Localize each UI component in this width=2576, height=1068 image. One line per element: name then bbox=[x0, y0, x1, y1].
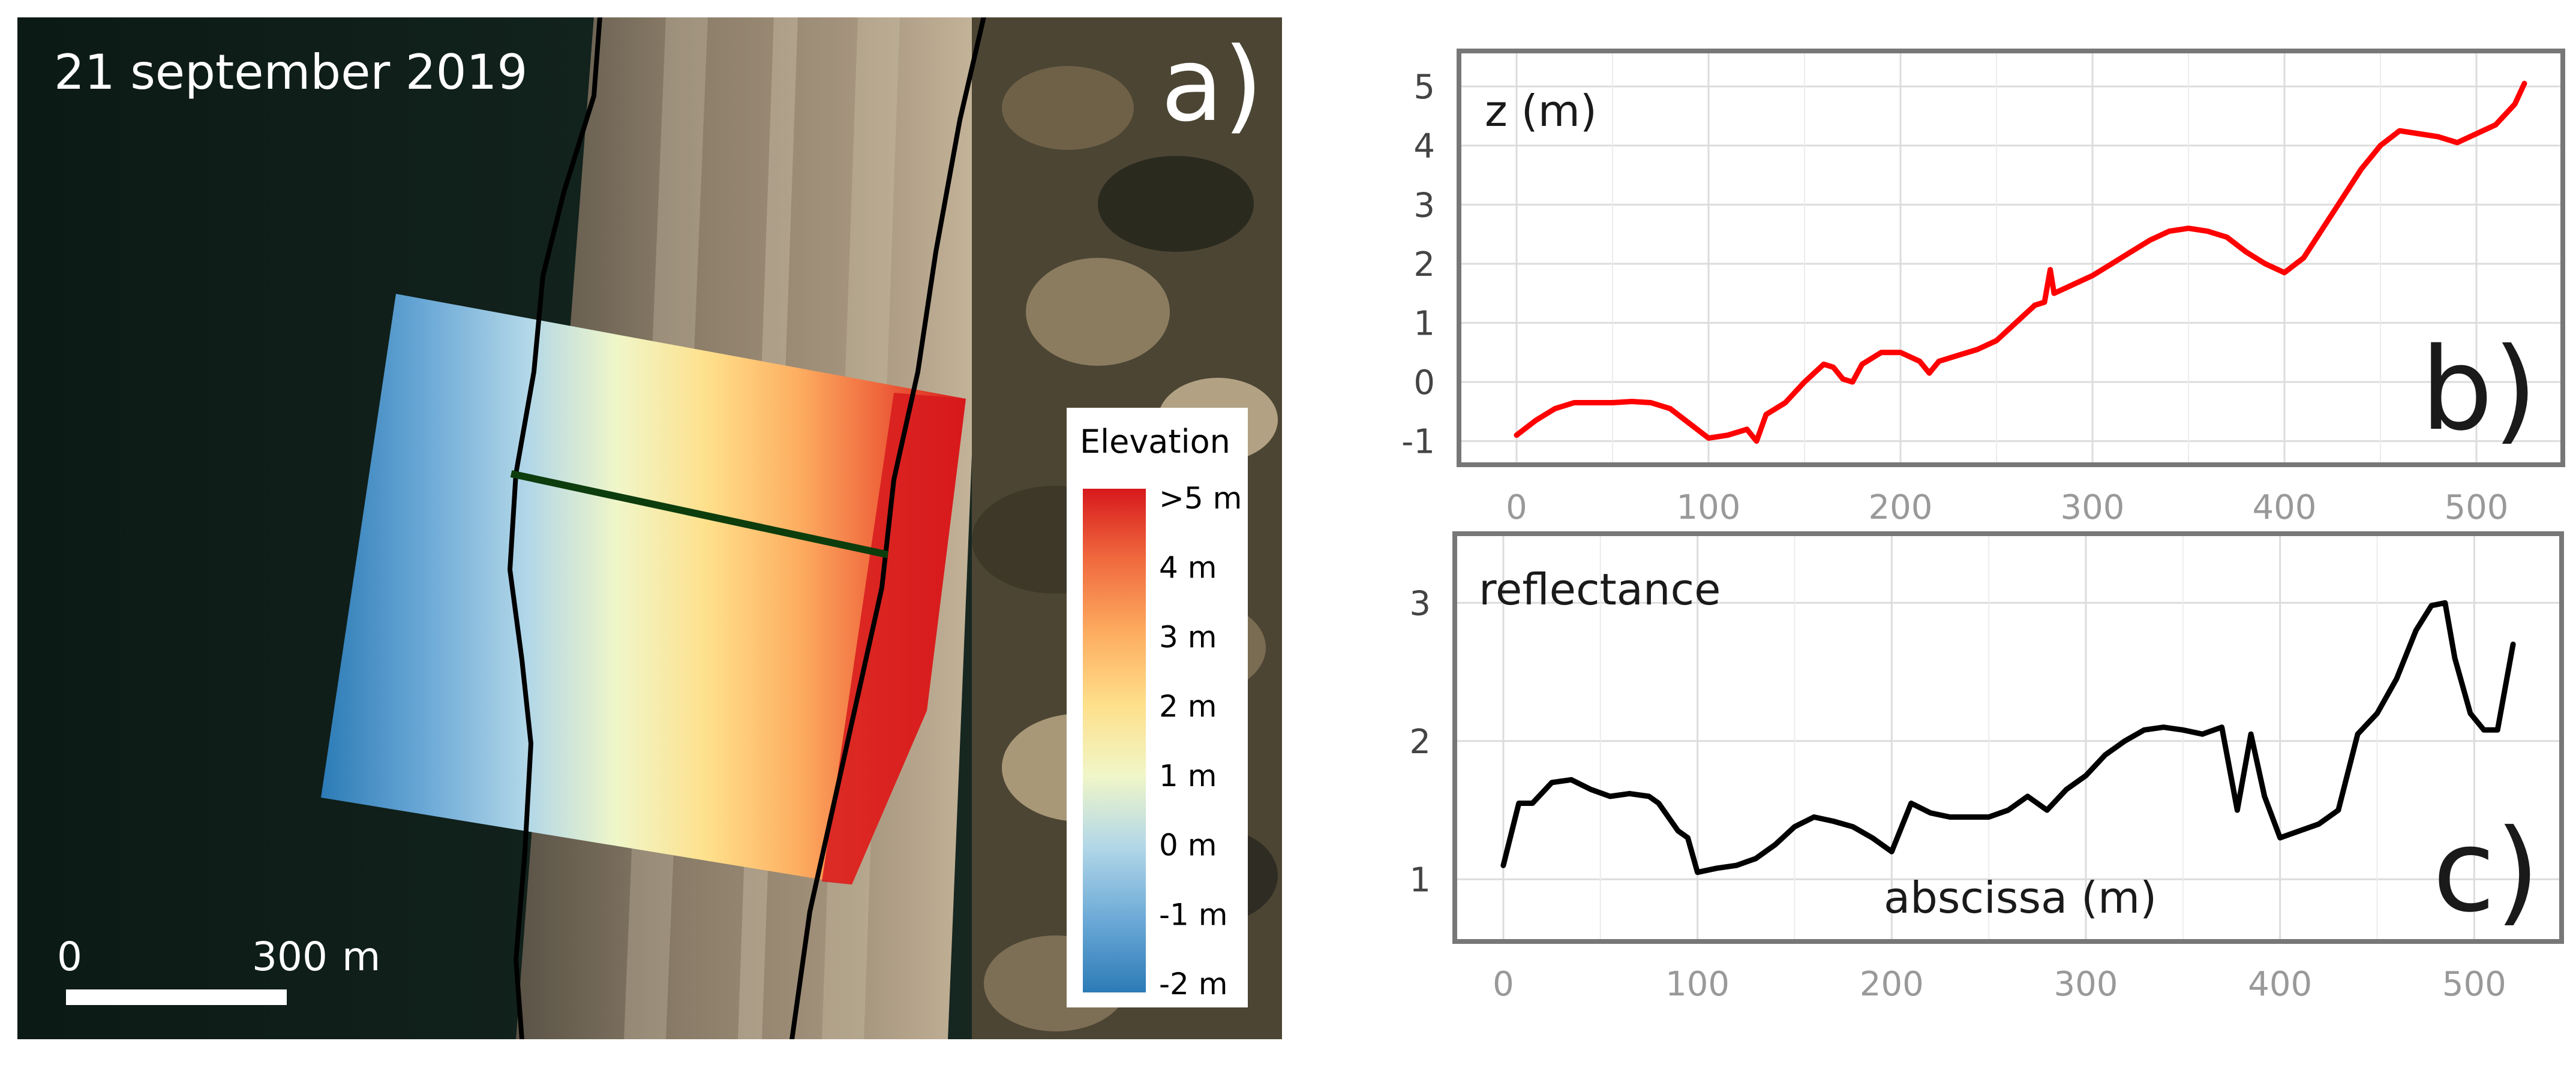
chart-b-frame bbox=[1457, 49, 2565, 467]
chart-c-frame bbox=[1452, 531, 2564, 944]
panel-label-a: a) bbox=[1161, 26, 1263, 145]
legend-label: -2 m bbox=[1159, 967, 1227, 1001]
chart-b-series bbox=[1514, 80, 2527, 444]
y-tick-label: 5 bbox=[1413, 68, 1435, 107]
map-date: 21 september 2019 bbox=[54, 44, 527, 100]
transect-line bbox=[510, 470, 889, 558]
x-tick-label: 0 bbox=[1493, 965, 1514, 1004]
x-tick-label: 300 bbox=[2054, 965, 2118, 1004]
y-tick-label: 1 bbox=[1413, 304, 1435, 343]
y-tick-label: 0 bbox=[1413, 363, 1435, 402]
elevation-raster bbox=[321, 294, 966, 885]
chart-b-ylabel: z (m) bbox=[1485, 86, 1597, 136]
chart-c: 1 2 3 0 100 200 300 400 500 reflectance absciss… bbox=[1409, 531, 2564, 1004]
x-tick-label: 500 bbox=[2442, 965, 2506, 1004]
legend-labels: >5 m 4 m 3 m 2 m 1 m 0 m -1 m -2 m bbox=[1159, 481, 1242, 1001]
legend-colorbar bbox=[1083, 489, 1146, 992]
legend-label: 0 m bbox=[1159, 828, 1217, 863]
series-line bbox=[1500, 600, 2516, 876]
y-tick-label: -1 bbox=[1401, 423, 1435, 462]
x-tick-label: 0 bbox=[1506, 488, 1527, 527]
y-tick-label: 2 bbox=[1409, 723, 1431, 762]
x-tick-label: 100 bbox=[1677, 488, 1741, 527]
y-tick-label: 3 bbox=[1413, 186, 1435, 225]
x-tick-label: 200 bbox=[1869, 488, 1933, 527]
chart-c-series bbox=[1500, 600, 2516, 876]
elevation-high-band bbox=[822, 393, 966, 885]
legend-label: 2 m bbox=[1159, 689, 1217, 724]
legend-label: >5 m bbox=[1159, 481, 1242, 516]
legend-label: -1 m bbox=[1159, 897, 1227, 932]
chart-c-ylabel: reflectance bbox=[1479, 564, 1721, 615]
y-tick-label: 2 bbox=[1413, 245, 1435, 284]
chart-c-xlabel: abscissa (m) bbox=[1884, 873, 2157, 923]
chart-c-xticks: 0 100 200 300 400 500 bbox=[1493, 965, 2506, 1004]
chart-b: -1 0 1 2 3 4 5 0 100 200 300 400 500 z (m) b) bbox=[1401, 49, 2565, 527]
shoreline-line-2 bbox=[789, 17, 986, 1040]
scale-unit: m bbox=[342, 934, 380, 980]
scale-zero: 0 bbox=[57, 934, 82, 980]
map-border bbox=[16, 16, 1283, 1040]
y-tick-label: 3 bbox=[1409, 584, 1431, 623]
scale-value: 300 bbox=[252, 934, 328, 980]
chart-b-yticks: -1 0 1 2 3 4 5 bbox=[1401, 68, 1435, 461]
panel-label-c: c) bbox=[2433, 805, 2540, 937]
x-tick-label: 300 bbox=[2061, 488, 2125, 527]
x-tick-label: 500 bbox=[2445, 488, 2509, 527]
y-tick-label: 1 bbox=[1409, 861, 1431, 899]
chart-c-yticks: 1 2 3 bbox=[1409, 584, 1431, 899]
panel-label-b: b) bbox=[2421, 323, 2538, 456]
x-tick-label: 400 bbox=[2253, 488, 2317, 527]
legend-label: 1 m bbox=[1159, 759, 1217, 793]
chart-b-grid bbox=[1459, 51, 2563, 465]
shoreline-line-1 bbox=[507, 17, 602, 1040]
chart-c-grid bbox=[1455, 534, 2562, 941]
legend-title: Elevation bbox=[1080, 423, 1230, 461]
x-tick-label: 200 bbox=[1860, 965, 1924, 1004]
series-line bbox=[1514, 80, 2527, 444]
scale-bar: 0 300 m bbox=[57, 934, 380, 1005]
scale-bar-rect bbox=[66, 989, 287, 1005]
legend-label: 3 m bbox=[1159, 619, 1217, 654]
x-tick-label: 100 bbox=[1665, 965, 1730, 1004]
legend-label: 4 m bbox=[1159, 550, 1217, 585]
x-tick-label: 400 bbox=[2248, 965, 2312, 1004]
y-tick-label: 4 bbox=[1413, 127, 1435, 166]
elevation-legend: Elevation >5 m 4 m 3 m 2 m 1 m 0 m -1 m -2 m bbox=[1067, 408, 1248, 1007]
chart-b-xticks: 0 100 200 300 400 500 bbox=[1506, 488, 2508, 527]
